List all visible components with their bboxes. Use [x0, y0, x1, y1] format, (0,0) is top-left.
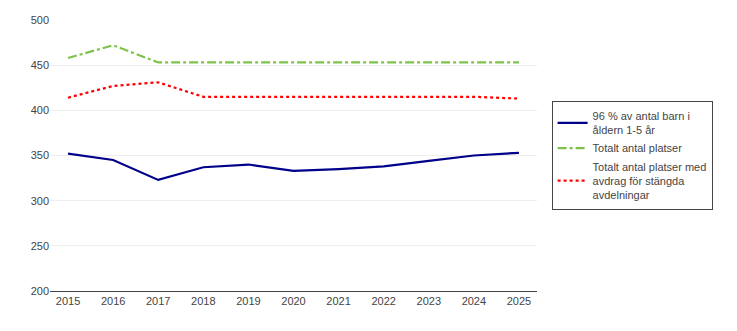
svg-text:2015: 2015 — [56, 295, 80, 307]
svg-text:2024: 2024 — [462, 295, 486, 307]
svg-text:2021: 2021 — [326, 295, 350, 307]
svg-text:2016: 2016 — [101, 295, 125, 307]
svg-text:Totalt antal platser medavdrag: Totalt antal platser medavdrag för stäng… — [593, 161, 707, 202]
svg-text:2025: 2025 — [507, 295, 531, 307]
svg-text:200: 200 — [31, 285, 49, 297]
svg-text:500: 500 — [31, 14, 49, 26]
svg-text:400: 400 — [31, 104, 49, 116]
svg-text:2018: 2018 — [191, 295, 215, 307]
svg-text:250: 250 — [31, 240, 49, 252]
svg-text:350: 350 — [31, 149, 49, 161]
svg-text:2017: 2017 — [146, 295, 170, 307]
svg-text:Totalt antal platser: Totalt antal platser — [593, 142, 683, 154]
svg-text:2023: 2023 — [417, 295, 441, 307]
svg-text:450: 450 — [31, 59, 49, 71]
svg-text:2022: 2022 — [371, 295, 395, 307]
svg-text:96 % av antal barn iåldern 1-5: 96 % av antal barn iåldern 1-5 år — [593, 110, 690, 136]
svg-text:300: 300 — [31, 195, 49, 207]
svg-text:2020: 2020 — [281, 295, 305, 307]
svg-text:2019: 2019 — [236, 295, 260, 307]
